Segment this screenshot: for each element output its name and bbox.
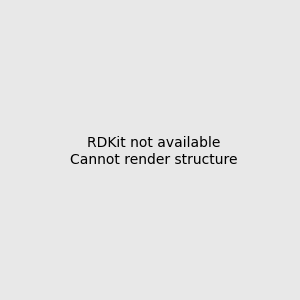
Text: RDKit not available
Cannot render structure: RDKit not available Cannot render struct…	[70, 136, 238, 166]
